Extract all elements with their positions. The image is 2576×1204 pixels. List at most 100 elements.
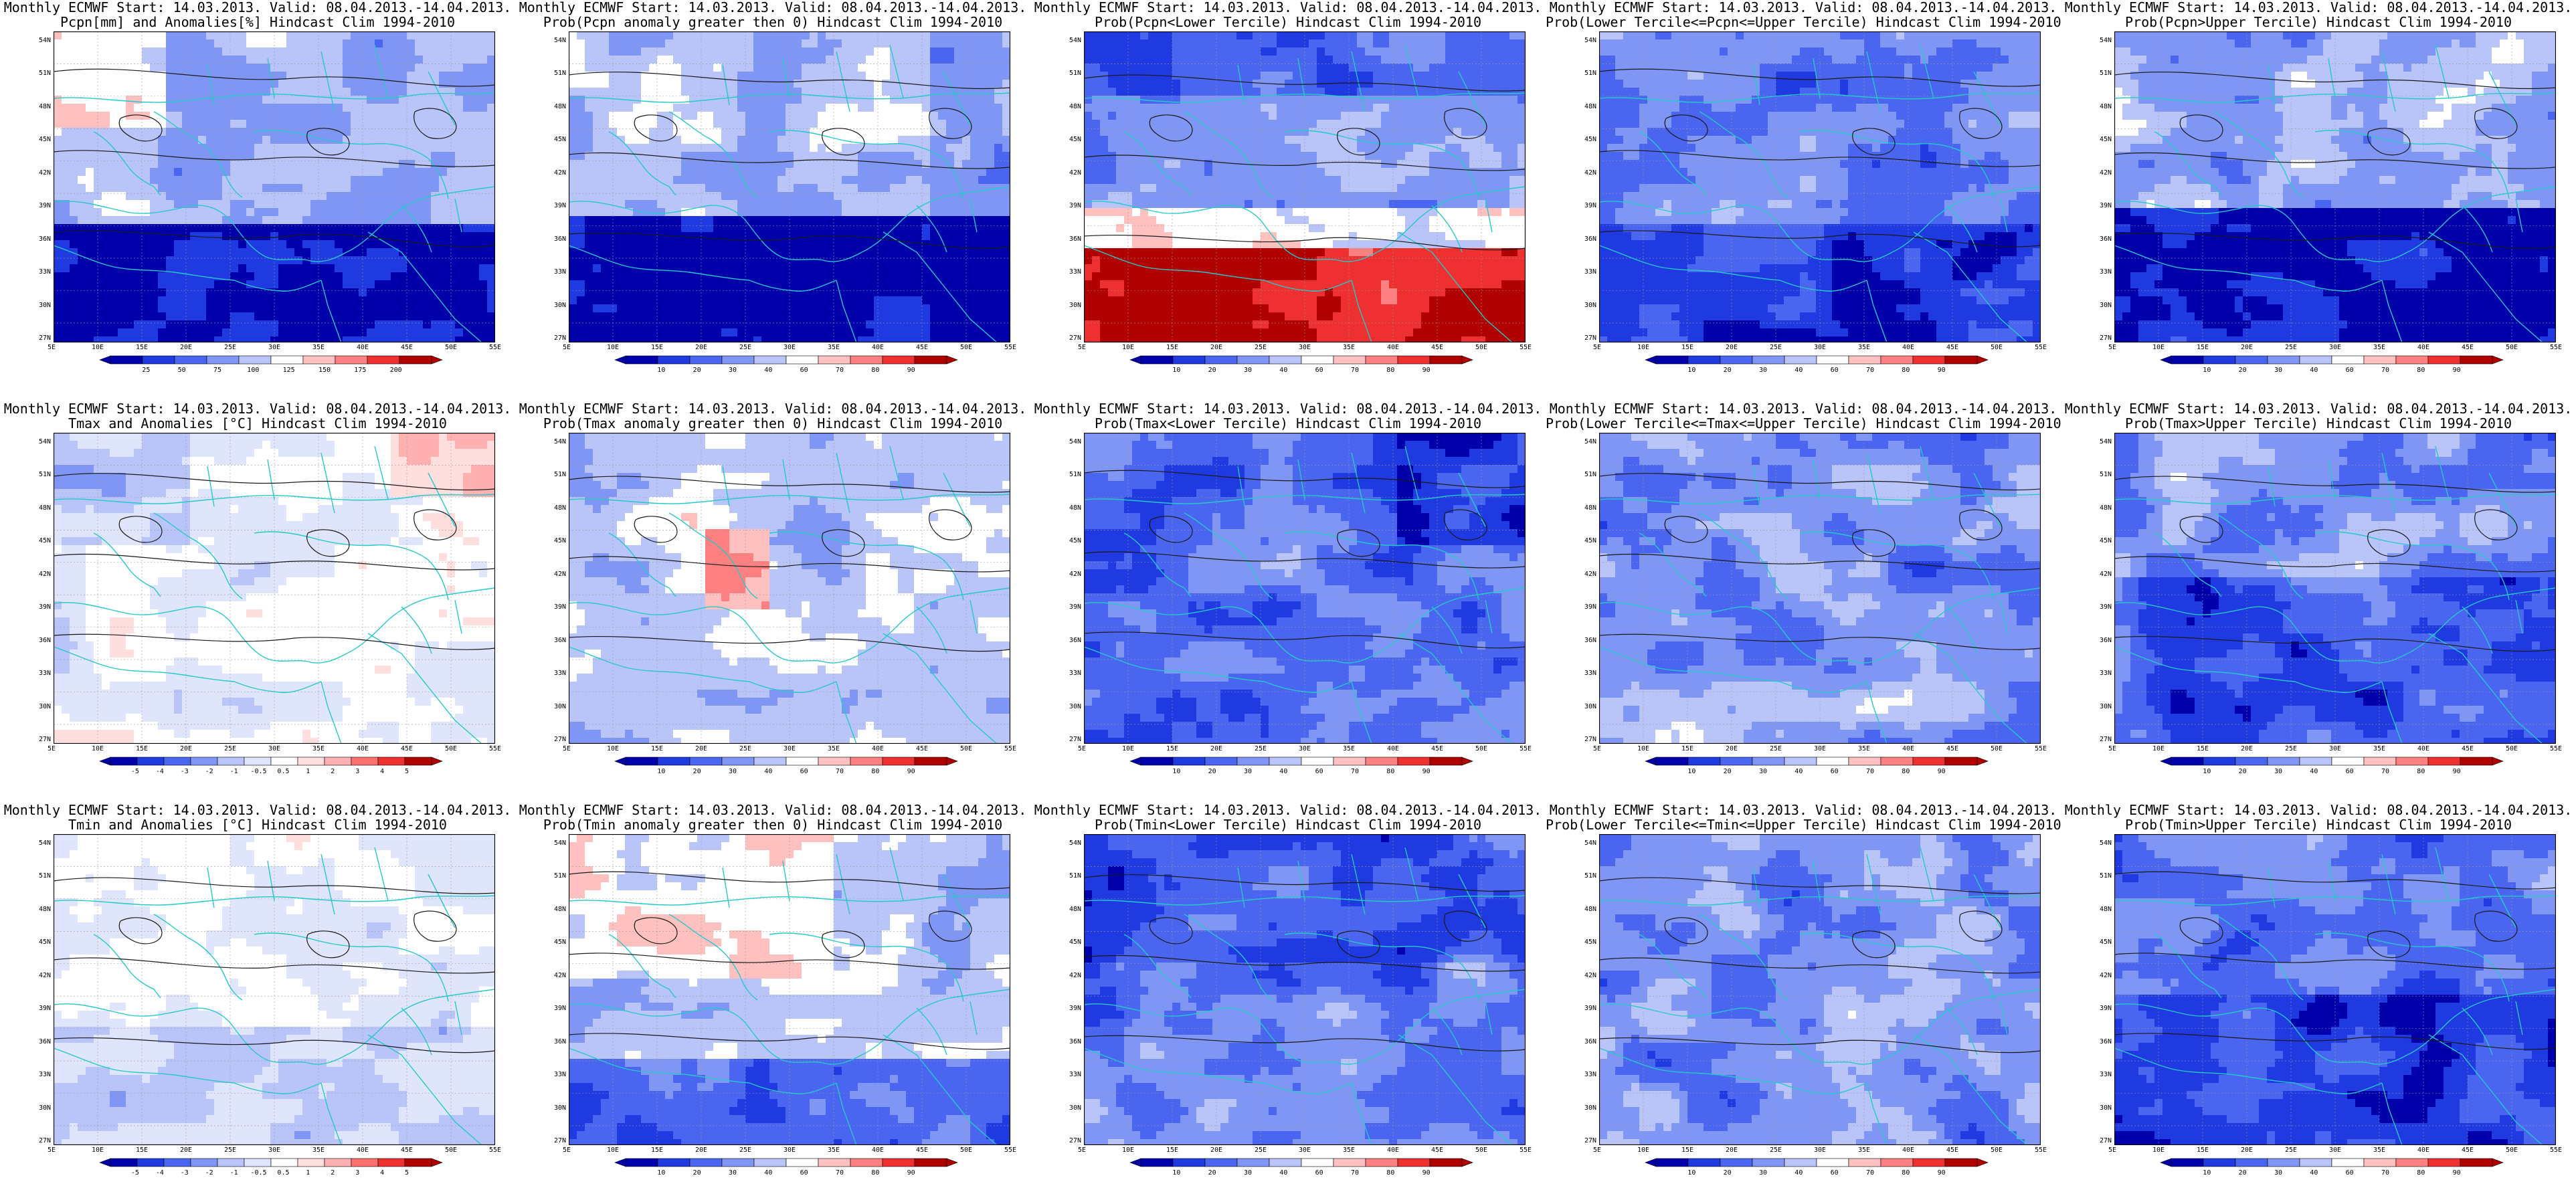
lon-label: 30E bbox=[268, 1146, 280, 1154]
lat-label: 48N bbox=[1069, 504, 1081, 512]
lon-label: 10E bbox=[92, 745, 104, 752]
lat-label: 54N bbox=[39, 438, 51, 445]
lon-label: 55E bbox=[1520, 1146, 1532, 1154]
colorbar-tick-label: 10 bbox=[657, 768, 665, 775]
colorbar-swatch bbox=[1236, 355, 1270, 365]
colorbar-swatch bbox=[2460, 1158, 2493, 1167]
lon-label: 25E bbox=[739, 1146, 751, 1154]
colorbar-tick-label: 90 bbox=[1938, 768, 1946, 775]
forecast-map bbox=[569, 834, 1010, 1145]
colorbar-tick-label: 80 bbox=[1386, 367, 1394, 374]
coastlines bbox=[1599, 847, 2041, 1145]
lat-label: 48N bbox=[2100, 103, 2112, 110]
colorbar-tick-label: 80 bbox=[1902, 768, 1910, 775]
map-frame bbox=[1599, 31, 2041, 342]
lat-label: 42N bbox=[1584, 972, 1596, 979]
lat-label: 48N bbox=[2100, 906, 2112, 913]
colorbar-tick-label: 40 bbox=[1279, 367, 1287, 374]
map-frame bbox=[1084, 433, 1526, 744]
lat-label: 36N bbox=[1584, 235, 1596, 243]
lat-label: 39N bbox=[1584, 202, 1596, 209]
map-frame bbox=[569, 834, 1010, 1145]
colorbar-tick-label: 80 bbox=[2417, 1169, 2425, 1177]
lat-label: 27N bbox=[554, 1137, 566, 1144]
colorbar-tick-label: 90 bbox=[907, 768, 915, 775]
lat-label: 27N bbox=[554, 736, 566, 743]
colorbar-arrow-high bbox=[1461, 1158, 1473, 1167]
colorbar-swatch bbox=[1784, 355, 1817, 365]
colorbar-arrow-high bbox=[1461, 757, 1473, 766]
colorbar-swatch bbox=[882, 355, 915, 365]
colorbar-tick-label: 60 bbox=[800, 367, 808, 374]
lat-label: 54N bbox=[1584, 438, 1596, 445]
colorbar-tick-label: 30 bbox=[2274, 367, 2282, 374]
map-panel: Monthly ECMWF Start: 14.03.2013. Valid: … bbox=[515, 0, 1030, 401]
colorbar-swatch bbox=[1333, 757, 1366, 766]
lat-label: 36N bbox=[39, 1038, 51, 1045]
lon-label: 15E bbox=[1166, 1146, 1178, 1154]
colorbar-arrow-low bbox=[614, 1158, 626, 1167]
forecast-map bbox=[54, 433, 495, 744]
colorbar-tick-label: 60 bbox=[1831, 1169, 1839, 1177]
lat-label: 45N bbox=[2100, 938, 2112, 946]
lat-label: 51N bbox=[2100, 471, 2112, 478]
contour-lines bbox=[1084, 470, 1526, 649]
lon-label: 5E bbox=[48, 1146, 56, 1154]
colorbar-tick-label: -0.5 bbox=[250, 768, 266, 775]
lat-label: 45N bbox=[1584, 136, 1596, 143]
colorbar-swatch bbox=[1687, 355, 1721, 365]
colorbar-tick-label: 10 bbox=[657, 1169, 665, 1177]
colorbar-tick-label: 20 bbox=[2239, 367, 2247, 374]
graticule bbox=[1599, 433, 2041, 744]
lon-label: 20E bbox=[695, 1146, 707, 1154]
colorbar-tick-label: 40 bbox=[2310, 367, 2318, 374]
lon-label: 45E bbox=[1431, 344, 1443, 351]
lat-label: 54N bbox=[1584, 37, 1596, 44]
colorbar-swatch bbox=[1172, 355, 1206, 365]
lon-label: 5E bbox=[2108, 344, 2116, 351]
colorbar-swatch bbox=[2460, 757, 2493, 766]
colorbar: -5 -4 -3 -2 -1 -0.5 0.5 1 2 3 4 5 bbox=[90, 756, 452, 786]
colorbar: 10 20 30 40 60 70 80 90 bbox=[606, 756, 967, 786]
colorbar-swatch bbox=[1204, 1158, 1238, 1167]
lon-label: 45E bbox=[1946, 344, 1958, 351]
lon-label: 40E bbox=[1902, 344, 1914, 351]
lon-label: 35E bbox=[312, 344, 325, 351]
colorbar-swatch bbox=[335, 355, 368, 365]
lat-label: 48N bbox=[1584, 103, 1596, 110]
lon-label: 15E bbox=[651, 745, 663, 752]
lat-label: 30N bbox=[1069, 703, 1081, 710]
lat-label: 30N bbox=[39, 302, 51, 309]
colorbar-swatch bbox=[2171, 1158, 2204, 1167]
lat-label: 30N bbox=[2100, 302, 2112, 309]
lat-label: 27N bbox=[2100, 1137, 2112, 1144]
lat-label: 33N bbox=[2100, 1071, 2112, 1078]
lat-label: 45N bbox=[554, 537, 566, 544]
lon-label: 35E bbox=[312, 1146, 325, 1154]
colorbar: 25 50 75 100 125 150 175 200 bbox=[90, 355, 452, 385]
colorbar-tick-label: -0.5 bbox=[250, 1169, 266, 1177]
colorbar-swatch bbox=[270, 1158, 298, 1167]
lon-label: 45E bbox=[1946, 1146, 1958, 1154]
lon-label: 30E bbox=[1299, 344, 1311, 351]
forecast-map bbox=[569, 31, 1010, 342]
panel-title: Prob(Tmax<Lower Tercile) Hindcast Clim 1… bbox=[1030, 416, 1546, 431]
map-canvas bbox=[1599, 834, 2041, 1145]
colorbar-tick-label: 90 bbox=[907, 367, 915, 374]
colorbar-swatch bbox=[1880, 757, 1914, 766]
map-canvas bbox=[1599, 433, 2041, 744]
lon-label: 55E bbox=[1004, 745, 1016, 752]
lon-label: 40E bbox=[872, 1146, 884, 1154]
coastlines bbox=[569, 847, 1010, 1145]
contour-lines bbox=[569, 72, 1010, 249]
lat-label: 27N bbox=[1069, 1137, 1081, 1144]
colorbar-swatch bbox=[217, 757, 245, 766]
colorbar-tick-label: -1 bbox=[230, 768, 238, 775]
colorbar-swatch bbox=[1655, 1158, 1689, 1167]
colorbar-tick-label: 30 bbox=[729, 1169, 737, 1177]
lon-label: 50E bbox=[1991, 745, 2003, 752]
lon-label: 50E bbox=[445, 1146, 457, 1154]
lat-label: 30N bbox=[39, 703, 51, 710]
lat-label: 42N bbox=[1069, 571, 1081, 578]
lon-label: 10E bbox=[2152, 1146, 2165, 1154]
